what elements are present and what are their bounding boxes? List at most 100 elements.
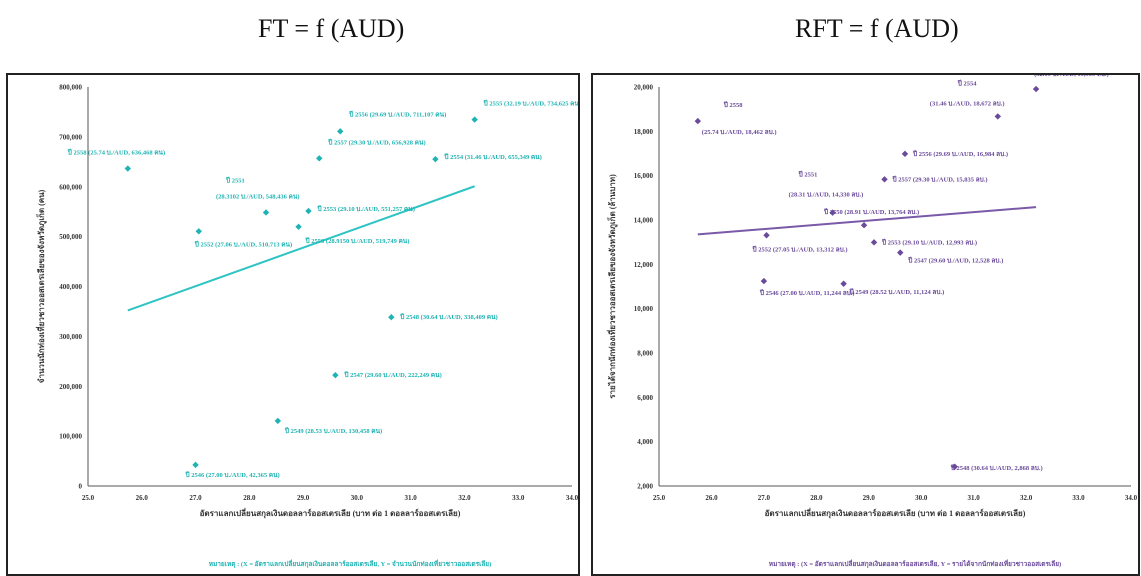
chart-1-y-tick-label: 8,000 (637, 350, 653, 358)
chart-0-point-label: ปี 2552 (27.06 บ./AUD, 510,713 คน) (194, 240, 292, 248)
chart-1-point-label: ปี 2552 (27.05 บ./AUD, 13,312 ลบ.) (752, 245, 848, 253)
chart-0-x-tick-label: 25.0 (82, 494, 95, 502)
chart-0-x-tick-label: 27.0 (189, 494, 202, 502)
chart-1-x-tick-label: 28.0 (810, 494, 823, 502)
chart-0-y-tick-label: 300,000 (59, 333, 82, 341)
chart-0-y-tick-label: 600,000 (59, 183, 82, 191)
chart-1-x-tick-label: 34.0 (1125, 494, 1138, 502)
chart-1-data-point (901, 150, 909, 158)
chart-1-y-tick-label: 10,000 (634, 305, 654, 313)
chart-1-x-tick-label: 31.0 (968, 494, 981, 502)
tourist-count-chart-panel: 25.0 26.0 27.0 28.0 29.0 30.0 31.0 32.0 33.0 34.0… (6, 73, 580, 576)
chart-1-y-tick-label: 20,000 (634, 84, 654, 92)
chart-0-x-tick-label: 34.0 (566, 494, 578, 502)
chart-1-trend-line (697, 206, 1037, 236)
chart-0-data-point (124, 165, 131, 172)
chart-0-x-tick-label: 29.0 (297, 494, 310, 502)
chart-0-data-point (192, 461, 199, 469)
chart-1-point-label: ปี 2556 (29.69 บ./AUD, 16,984 ลบ.) (912, 150, 1008, 158)
chart-1-data-point (881, 176, 888, 183)
chart-0-footnote: หมายเหตุ : (X = อัตราแลกเปลี่ยนสกุลเงินด… (209, 558, 492, 568)
chart-1-x-tick-label: 32.0 (1020, 494, 1033, 502)
chart-1-y-tick-label: 6,000 (637, 394, 653, 402)
chart-1-data-point (860, 222, 868, 229)
chart-0-y-tick-label: 700,000 (59, 133, 82, 141)
chart-1-x-axis-title: อัตราแลกเปลี่ยนสกุลเงินดอลลาร์ออสเตรเลีย… (765, 507, 1026, 519)
chart-1-point-label: ปี 2553 (29.10 บ./AUD, 12,993 ลบ.) (882, 238, 978, 246)
chart-1-point-label: ปี 2550 (28.91 บ./AUD, 13,764 ลบ.) (824, 208, 920, 216)
chart-0-x-tick-label: 31.0 (405, 494, 418, 502)
chart-0-y-tick-label: 100,000 (59, 433, 82, 441)
chart-1-point-label: (25.74 บ./AUD, 18,462 ลบ.) (702, 129, 777, 136)
chart-1-x-tick-label: 25.0 (653, 494, 666, 502)
chart-0-y-tick-label: 800,000 (59, 84, 82, 92)
chart-0-data-point (195, 228, 202, 235)
left-chart-heading: FT = f (AUD) (258, 14, 405, 43)
chart-0-point-year-label: ปี 2551 (226, 176, 245, 184)
tourist-count-scatter-chart: 25.0 26.0 27.0 28.0 29.0 30.0 31.0 32.0 33.0 34.0… (35, 84, 578, 569)
chart-1-point-label: (32.19 บ./AUD, 19,909 ลบ.) (1034, 75, 1109, 78)
chart-1-point-label: ปี 2557 (29.30 บ./AUD, 15,835 ลบ.) (892, 175, 988, 183)
chart-1-point-label: ปี 2549 (28.52 บ./AUD, 11,124 ลบ.) (849, 288, 944, 296)
chart-0-y-tick-label: 0 (79, 483, 83, 491)
chart-1-point-label: ปี 2546 (27.00 บ./AUD, 11,244 ลบ.) (759, 289, 854, 297)
chart-0-point-label: (28.3102 บ./AUD, 548,436 คน) (216, 193, 300, 200)
chart-0-data-point (305, 207, 312, 215)
chart-1-y-tick-label: 16,000 (634, 172, 654, 180)
chart-1-x-tick-label: 33.0 (1072, 494, 1085, 502)
chart-1-data-point (994, 113, 1001, 120)
chart-0-data-point (388, 314, 395, 321)
chart-0-point-label: ปี 2554 (31.46 บ./AUD, 655,349 คน) (444, 153, 542, 161)
chart-1-point-year-label: ปี 2558 (723, 101, 743, 109)
chart-1-x-tick-label: 30.0 (915, 494, 928, 502)
chart-1-data-point (694, 117, 702, 125)
chart-1-y-axis-title: รายได้จากนักท่องเที่ยวชาวออสเตรเลียของจั… (606, 174, 618, 399)
chart-0-point-label: ปี 2550 (28.9150 บ./AUD, 519,749 คน) (305, 237, 409, 245)
chart-1-point-label: ปี 2548 (30.64 บ./AUD, 2,868 ลบ.) (950, 464, 1042, 472)
chart-0-point-label: ปี 2548 (30.64 บ./AUD, 338,409 คน) (400, 313, 498, 321)
chart-0-x-tick-label: 28.0 (243, 494, 256, 502)
chart-1-y-tick-label: 14,000 (634, 217, 654, 225)
chart-0-y-tick-label: 500,000 (59, 233, 82, 241)
chart-1-data-point (897, 249, 904, 256)
chart-1-y-tick-label: 2,000 (637, 483, 653, 491)
chart-1-point-year-label: ปี 2554 (957, 79, 977, 87)
chart-0-x-tick-label: 26.0 (136, 494, 149, 502)
chart-0-y-tick-label: 400,000 (59, 283, 82, 291)
chart-0-point-label: ปี 2547 (29.60 บ./AUD, 222,249 คน) (344, 371, 442, 379)
chart-1-point-label: (28.31 บ./AUD, 14,330 ลบ.) (789, 192, 864, 199)
tourist-revenue-scatter-chart: 25.0 26.0 27.0 28.0 29.0 30.0 31.0 32.0 33.0 34.0… (606, 75, 1138, 568)
chart-0-x-tick-label: 30.0 (351, 494, 364, 502)
chart-1-point-label: ปี 2547 (29.60 บ./AUD, 12,528 ลบ.) (908, 257, 1004, 265)
chart-1-y-tick-label: 12,000 (634, 261, 654, 269)
tourist-revenue-chart-panel: 25.0 26.0 27.0 28.0 29.0 30.0 31.0 32.0 33.0 34.0… (591, 73, 1140, 576)
chart-0-y-tick-label: 200,000 (59, 383, 82, 391)
right-chart-heading: RFT = f (AUD) (795, 14, 959, 43)
chart-1-data-point (870, 239, 878, 246)
chart-0-x-tick-label: 33.0 (512, 494, 525, 502)
chart-0-data-point (316, 155, 323, 162)
chart-1-data-point (763, 232, 770, 239)
chart-1-point-year-label: ปี 2551 (798, 171, 817, 179)
chart-1-data-point (840, 280, 847, 287)
chart-1-point-label: (31.46 บ./AUD, 18,672 ลบ.) (930, 100, 1005, 107)
chart-0-y-axis-title: จำนวนนักท่องเที่ยวชาวออสเตรเลียของจังหวั… (35, 189, 47, 383)
chart-0-x-tick-label: 32.0 (458, 494, 471, 502)
chart-0-data-point (262, 209, 270, 216)
chart-1-y-tick-label: 18,000 (634, 128, 654, 136)
chart-1-x-tick-label: 27.0 (758, 494, 771, 502)
chart-0-data-point (337, 128, 344, 135)
chart-0-point-label: ปี 2553 (29.10 บ./AUD, 551,257 คน) (317, 205, 415, 213)
chart-0-point-label: ปี 2546 (27.00 บ./AUD, 42,365 คน) (185, 471, 280, 479)
chart-0-data-point (295, 223, 302, 230)
chart-1-data-point (760, 277, 768, 285)
chart-0-data-point (332, 371, 339, 379)
chart-0-data-point (471, 116, 478, 123)
chart-0-x-axis-title: อัตราแลกเปลี่ยนสกุลเงินดอลลาร์ออสเตรเลีย… (200, 507, 461, 519)
chart-0-point-label: ปี 2556 (29.69 บ./AUD, 711,107 คน) (349, 110, 447, 118)
chart-1-footnote: หมายเหตุ : (X = อัตราแลกเปลี่ยนสกุลเงินด… (769, 558, 1061, 568)
chart-1-x-tick-label: 29.0 (863, 494, 876, 502)
chart-0-data-point (274, 417, 282, 425)
chart-1-data-point (1032, 85, 1040, 93)
chart-0-point-label: ปี 2555 (32.19 บ./AUD, 734,625 คน) (483, 100, 578, 108)
